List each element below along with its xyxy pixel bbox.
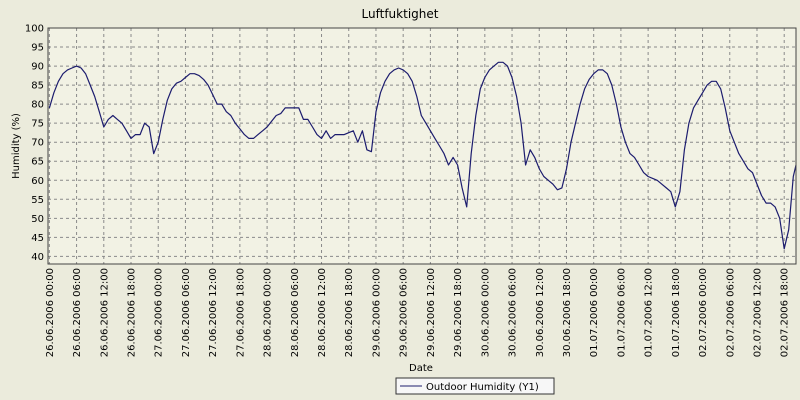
x-tick-label: 27.06.2006 00:00 (154, 268, 165, 357)
x-tick-label: 27.06.2006 06:00 (181, 268, 192, 357)
x-tick-label: 02.07.2006 18:00 (780, 268, 791, 357)
y-tick-label: 70 (31, 138, 44, 149)
plot-area (48, 28, 796, 264)
x-tick-label: 01.07.2006 00:00 (589, 268, 600, 357)
x-tick-label: 26.06.2006 12:00 (99, 268, 110, 357)
x-tick-label: 30.06.2006 06:00 (508, 268, 519, 357)
y-tick-label: 55 (31, 195, 44, 206)
series-line-outdoor-humidity (48, 61, 797, 250)
x-tick-label: 02.07.2006 12:00 (752, 268, 763, 357)
x-tick-label: 27.06.2006 12:00 (208, 268, 219, 357)
x-axis: 26.06.2006 00:00 26.06.2006 06:00 26.06.20… (45, 268, 791, 357)
x-tick-label: 30.06.2006 18:00 (562, 268, 573, 357)
x-tick-label: 29.06.2006 00:00 (371, 268, 382, 357)
y-tick-label: 95 (31, 43, 44, 54)
y-axis: 40 45 50 55 60 65 70 75 80 85 90 95 100 (25, 24, 44, 263)
x-tick-label: 29.06.2006 18:00 (453, 268, 464, 357)
legend-box (395, 377, 555, 395)
y-tick-label: 65 (31, 157, 44, 168)
x-tick-label: 02.07.2006 06:00 (725, 268, 736, 357)
x-tick-label: 01.07.2006 06:00 (616, 268, 627, 357)
x-tick-label: 01.07.2006 18:00 (671, 268, 682, 357)
x-tick-label: 26.06.2006 06:00 (72, 268, 83, 357)
y-tick-label: 60 (31, 176, 44, 187)
x-tick-label: 02.07.2006 00:00 (698, 268, 709, 357)
x-tick-label: 30.06.2006 00:00 (480, 268, 491, 357)
x-tick-label: 29.06.2006 06:00 (399, 268, 410, 357)
x-tick-label: 29.06.2006 12:00 (426, 268, 437, 357)
legend-label: Outdoor Humidity (Y1) (426, 382, 539, 393)
series-layer (48, 61, 797, 250)
y-axis-title: Humidity (%) (11, 113, 22, 179)
y-tick-label: 85 (31, 81, 44, 92)
y-tick-label: 45 (31, 233, 44, 244)
y-tick-label: 75 (31, 119, 44, 130)
x-tick-label: 30.06.2006 12:00 (535, 268, 546, 357)
x-tick-label: 28.06.2006 12:00 (317, 268, 328, 357)
x-tick-label: 28.06.2006 18:00 (344, 268, 355, 357)
x-tick-label: 26.06.2006 18:00 (127, 268, 138, 357)
y-tick-label: 100 (25, 24, 44, 35)
x-tick-label: 27.06.2006 18:00 (235, 268, 246, 357)
x-tick-label: 28.06.2006 00:00 (263, 268, 274, 357)
plot-border (47, 27, 797, 265)
x-axis-title: Date (409, 363, 433, 374)
y-tick-label: 50 (31, 214, 44, 225)
x-tick-label: 28.06.2006 06:00 (290, 268, 301, 357)
chart-title: Luftfuktighet (362, 7, 439, 21)
x-tick-label: 01.07.2006 12:00 (644, 268, 655, 357)
legend: Outdoor Humidity (Y1) (395, 377, 555, 395)
y-tick-label: 40 (31, 252, 44, 263)
x-tick-label: 26.06.2006 00:00 (45, 268, 56, 357)
y-tick-label: 90 (31, 62, 44, 73)
y-tick-label: 80 (31, 100, 44, 111)
